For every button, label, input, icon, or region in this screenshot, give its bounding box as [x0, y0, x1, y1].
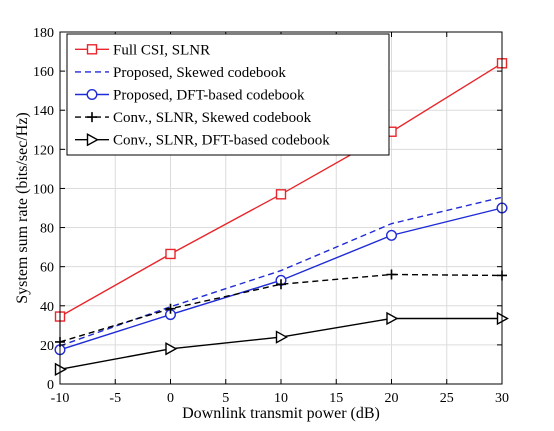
- y-tick-label: 120: [33, 143, 54, 158]
- x-tick-label: -10: [51, 391, 70, 406]
- legend-label: Proposed, Skewed codebook: [113, 65, 286, 81]
- legend-label: Conv., SLNR, DFT-based codebook: [113, 133, 330, 149]
- x-axis-title: Downlink transmit power (dB): [182, 405, 380, 422]
- x-tick-label: 5: [222, 391, 229, 406]
- data-point: [166, 249, 175, 258]
- y-axis-title: System sum rate (bits/sec/Hz): [14, 112, 31, 304]
- data-point: [277, 190, 286, 199]
- y-tick-label: 0: [47, 378, 54, 393]
- y-tick-label: 80: [40, 222, 54, 237]
- y-tick-label: 160: [33, 65, 54, 80]
- x-tick-label: 10: [274, 391, 288, 406]
- legend-label: Full CSI, SLNR: [113, 42, 210, 58]
- y-tick-label: 100: [33, 182, 54, 197]
- y-tick-label: 140: [33, 104, 54, 119]
- x-tick-label: -5: [109, 391, 121, 406]
- y-tick-label: 20: [40, 339, 54, 354]
- legend-swatch-marker: [87, 90, 97, 100]
- x-tick-label: 20: [385, 391, 399, 406]
- x-tick-label: 15: [329, 391, 343, 406]
- data-point: [387, 231, 397, 241]
- y-tick-label: 180: [33, 26, 54, 41]
- legend: Full CSI, SLNR Proposed, Skewed codebook P…: [67, 34, 389, 155]
- x-tick-label: 0: [167, 391, 174, 406]
- x-tick-label: 30: [495, 391, 509, 406]
- legend-swatch-marker: [88, 45, 97, 54]
- legend-label: Conv., SLNR, Skewed codebook: [113, 110, 312, 126]
- x-tick-label: 25: [440, 391, 454, 406]
- y-tick-label: 60: [40, 261, 54, 276]
- legend-label: Proposed, DFT-based codebook: [113, 88, 305, 104]
- y-tick-label: 40: [40, 300, 54, 315]
